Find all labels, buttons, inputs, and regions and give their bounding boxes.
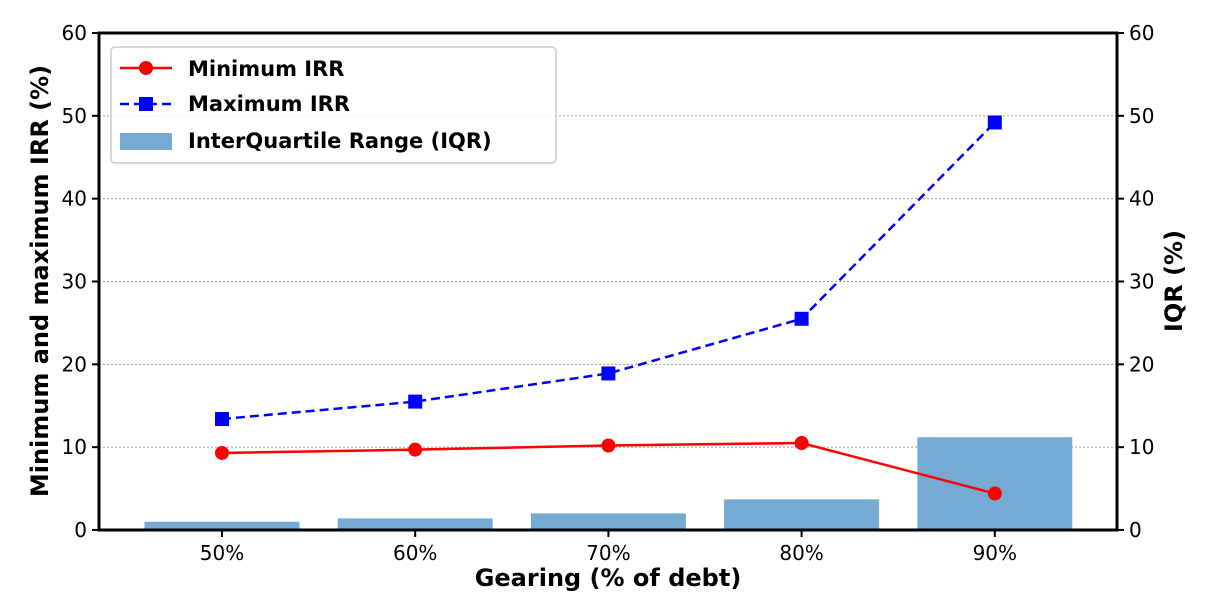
legend-marker-minimum-irr bbox=[139, 61, 153, 75]
legend-swatch-iqr bbox=[120, 133, 172, 150]
point-minimum-irr-80 bbox=[794, 436, 809, 451]
y-tick-label-left-40: 40 bbox=[62, 187, 87, 211]
legend-entry-iqr: InterQuartile Range (IQR) bbox=[120, 129, 492, 153]
y-tick-label-right-20: 20 bbox=[1129, 352, 1154, 376]
x-tick-label-70: 70% bbox=[586, 541, 630, 565]
x-tick-label-60: 60% bbox=[393, 541, 437, 565]
x-tick-label-50: 50% bbox=[200, 541, 244, 565]
point-minimum-irr-50 bbox=[215, 445, 229, 460]
point-maximum-irr-50 bbox=[215, 412, 229, 427]
y-tick-label-right-50: 50 bbox=[1129, 104, 1154, 128]
point-maximum-irr-60 bbox=[408, 394, 423, 409]
point-maximum-irr-90 bbox=[987, 115, 1002, 130]
point-minimum-irr-70 bbox=[601, 438, 616, 453]
y-tick-label-left-10: 10 bbox=[62, 435, 87, 459]
y-tick-label-right-10: 10 bbox=[1129, 435, 1154, 459]
y-tick-label-right-40: 40 bbox=[1129, 187, 1154, 211]
point-maximum-irr-80 bbox=[794, 311, 809, 326]
line-maximum-irr bbox=[221, 121, 996, 421]
axis-ticks: 0 10 20 30 40 50 60 0 10 20 30 40 50 60 50% 60% 70% 80% 90… bbox=[62, 21, 1155, 565]
y-tick-label-left-50: 50 bbox=[62, 104, 87, 128]
bar-interquartile-range-iqr-60 bbox=[337, 518, 493, 530]
legend-label-maximum-irr: Maximum IRR bbox=[188, 92, 350, 116]
bar-interquartile-range-iqr-80 bbox=[724, 499, 880, 530]
y-axis-title-left: Minimum and maximum IRR (%) bbox=[26, 65, 54, 497]
x-axis-title: Gearing (% of debt) bbox=[475, 564, 742, 592]
irr-lines bbox=[221, 121, 996, 495]
point-minimum-irr-60 bbox=[408, 442, 423, 457]
bar-interquartile-range-iqr-90 bbox=[917, 437, 1073, 530]
irr-markers bbox=[215, 115, 1002, 501]
y-tick-label-right-0: 0 bbox=[1129, 518, 1142, 542]
y-tick-label-left-30: 30 bbox=[62, 270, 87, 294]
legend-label-minimum-irr: Minimum IRR bbox=[188, 57, 344, 81]
y-tick-label-right-60: 60 bbox=[1129, 21, 1154, 45]
x-tick-label-90: 90% bbox=[973, 541, 1017, 565]
legend-label-iqr: InterQuartile Range (IQR) bbox=[188, 129, 492, 153]
iqr-bars bbox=[144, 437, 1073, 530]
y-tick-label-right-30: 30 bbox=[1129, 270, 1154, 294]
legend-box bbox=[110, 46, 557, 164]
gridlines bbox=[99, 115, 1117, 448]
y-tick-label-left-60: 60 bbox=[62, 21, 87, 45]
point-minimum-irr-90 bbox=[987, 486, 1002, 501]
bar-interquartile-range-iqr-50 bbox=[144, 521, 300, 530]
y-tick-label-left-0: 0 bbox=[74, 518, 87, 542]
legend-entry-maximum-irr: Maximum IRR bbox=[120, 92, 350, 116]
legend: Minimum IRR Maximum IRR InterQuartile Ra… bbox=[110, 46, 557, 164]
legend-entry-minimum-irr: Minimum IRR bbox=[120, 57, 344, 81]
bar-interquartile-range-iqr-70 bbox=[530, 513, 686, 530]
y-tick-label-left-20: 20 bbox=[62, 352, 87, 376]
point-maximum-irr-70 bbox=[601, 366, 616, 381]
x-tick-label-80: 80% bbox=[779, 541, 823, 565]
legend-marker-maximum-irr bbox=[139, 97, 153, 111]
y-axis-title-right: IQR (%) bbox=[1160, 230, 1188, 332]
